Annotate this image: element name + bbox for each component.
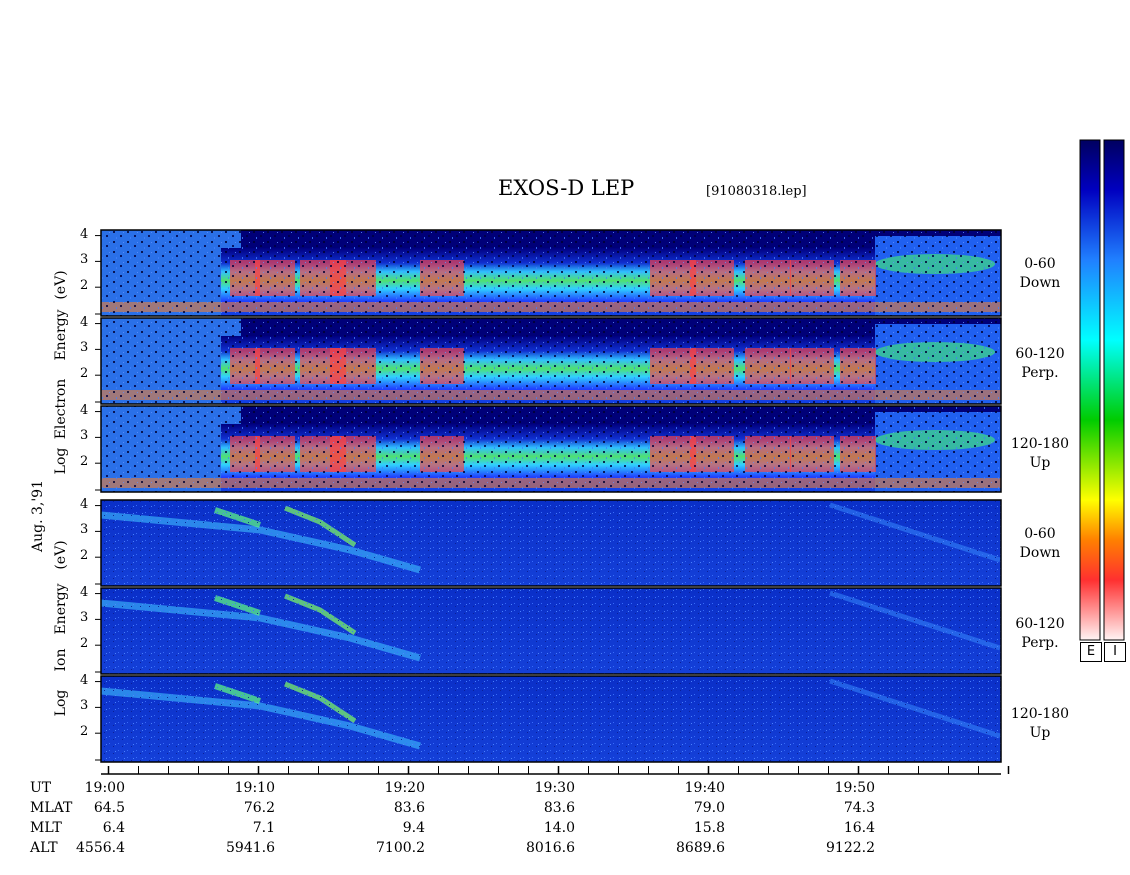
ephemeris-mlt-value: 6.4 — [102, 820, 125, 836]
ephemeris-ut-value: 19:50 — [834, 780, 875, 796]
channel-label-ion-up: 120-180 Up — [1010, 706, 1070, 741]
noise-texture — [101, 406, 1001, 492]
ephemeris-mlat-value: 79.0 — [693, 800, 725, 816]
ephemeris-ut-value: 19:00 — [84, 780, 125, 796]
ephemeris-row-label-ut: UT — [30, 780, 52, 796]
y-tick-label: 4 — [80, 314, 89, 330]
panel-border — [100, 405, 1002, 493]
channel-label-ion-down: 0-60 Down — [1019, 526, 1061, 561]
chart-title: EXOS-D LEP — [498, 176, 635, 200]
colorbar-label-electron: E — [1080, 642, 1102, 662]
ephemeris-alt-value: 8689.6 — [676, 840, 725, 856]
channel-label-electron-down: 0-60 Down — [1019, 256, 1061, 291]
ephemeris-ut-value: 19:30 — [534, 780, 575, 796]
ephemeris-row-label-alt: ALT — [30, 840, 58, 856]
y-tick-label: 4 — [80, 496, 89, 512]
y-tick-label: 2 — [80, 366, 89, 382]
spectrogram-panel — [100, 317, 1002, 405]
spectrogram-panel — [100, 587, 1002, 675]
y-tick-label: 3 — [80, 698, 89, 714]
ephemeris-mlt-value: 14.0 — [543, 820, 575, 836]
ephemeris-mlat-value: 83.6 — [543, 800, 575, 816]
y-tick-label: 2 — [80, 548, 89, 564]
ephemeris-mlt-value: 16.4 — [843, 820, 875, 836]
panel-border — [100, 587, 1002, 675]
ylabel-electron-unit: (eV) — [53, 270, 69, 300]
colorbar-label-ion: I — [1104, 642, 1126, 662]
ephemeris-mlt-value: 9.4 — [402, 820, 425, 836]
ephemeris-mlat-value: 64.5 — [93, 800, 125, 816]
date-label: Aug. 3,'91 — [30, 480, 46, 553]
ephemeris-mlat-value: 83.6 — [393, 800, 425, 816]
y-tick-label: 3 — [80, 428, 89, 444]
ylabel-electron-word: Electron — [53, 378, 69, 440]
y-tick-label: 2 — [80, 724, 89, 740]
ephemeris-mlat-value: 76.2 — [243, 800, 275, 816]
y-tick-label: 4 — [80, 226, 89, 242]
ephemeris-mlat-value: 74.3 — [843, 800, 875, 816]
noise-texture — [101, 676, 1001, 762]
spectrogram-panel — [100, 499, 1002, 587]
panel-border — [100, 317, 1002, 405]
y-tick-label: 3 — [80, 610, 89, 626]
y-tick-label: 2 — [80, 454, 89, 470]
channel-label-ion-perp: 60-120 Perp. — [1015, 616, 1065, 651]
noise-texture — [101, 500, 1001, 586]
y-tick-label: 2 — [80, 636, 89, 652]
spectrogram-panel — [100, 405, 1002, 493]
spectrogram-panel — [100, 229, 1002, 317]
ephemeris-mlt-value: 15.8 — [693, 820, 725, 836]
ephemeris-ut-value: 19:40 — [684, 780, 725, 796]
panel-border — [100, 499, 1002, 587]
channel-label-electron-perp: 60-120 Perp. — [1015, 346, 1065, 381]
ephemeris-alt-value: 9122.2 — [826, 840, 875, 856]
ephemeris-mlt-value: 7.1 — [252, 820, 275, 836]
ephemeris-row-label-mlt: MLT — [30, 820, 62, 836]
y-tick-label: 3 — [80, 522, 89, 538]
ephemeris-row-label-mlat: MLAT — [30, 800, 73, 816]
ephemeris-ut-value: 19:20 — [384, 780, 425, 796]
colorbar-ion — [1103, 139, 1125, 641]
panel-border — [100, 675, 1002, 763]
y-tick-label: 4 — [80, 402, 89, 418]
noise-texture — [101, 588, 1001, 674]
ephemeris-alt-value: 5941.6 — [226, 840, 275, 856]
ephemeris-alt-value: 8016.6 — [526, 840, 575, 856]
channel-label-electron-up: 120-180 Up — [1010, 436, 1070, 471]
y-tick-label: 3 — [80, 340, 89, 356]
y-tick-label: 4 — [80, 672, 89, 688]
file-name: [91080318.lep] — [706, 184, 807, 199]
ylabel-ion-log: Log — [53, 689, 69, 717]
panel-border — [100, 229, 1002, 317]
colorbar-electron — [1079, 139, 1101, 641]
ephemeris-ut-value: 19:10 — [234, 780, 275, 796]
ephemeris-alt-value: 4556.4 — [76, 840, 125, 856]
y-tick-label: 2 — [80, 278, 89, 294]
ylabel-ion-unit: (eV) — [53, 540, 69, 570]
y-tick-label: 3 — [80, 252, 89, 268]
noise-texture — [101, 318, 1001, 404]
noise-texture — [101, 230, 1001, 316]
spectrogram-panel — [100, 675, 1002, 763]
ephemeris-alt-value: 7100.2 — [376, 840, 425, 856]
y-tick-label: 4 — [80, 584, 89, 600]
